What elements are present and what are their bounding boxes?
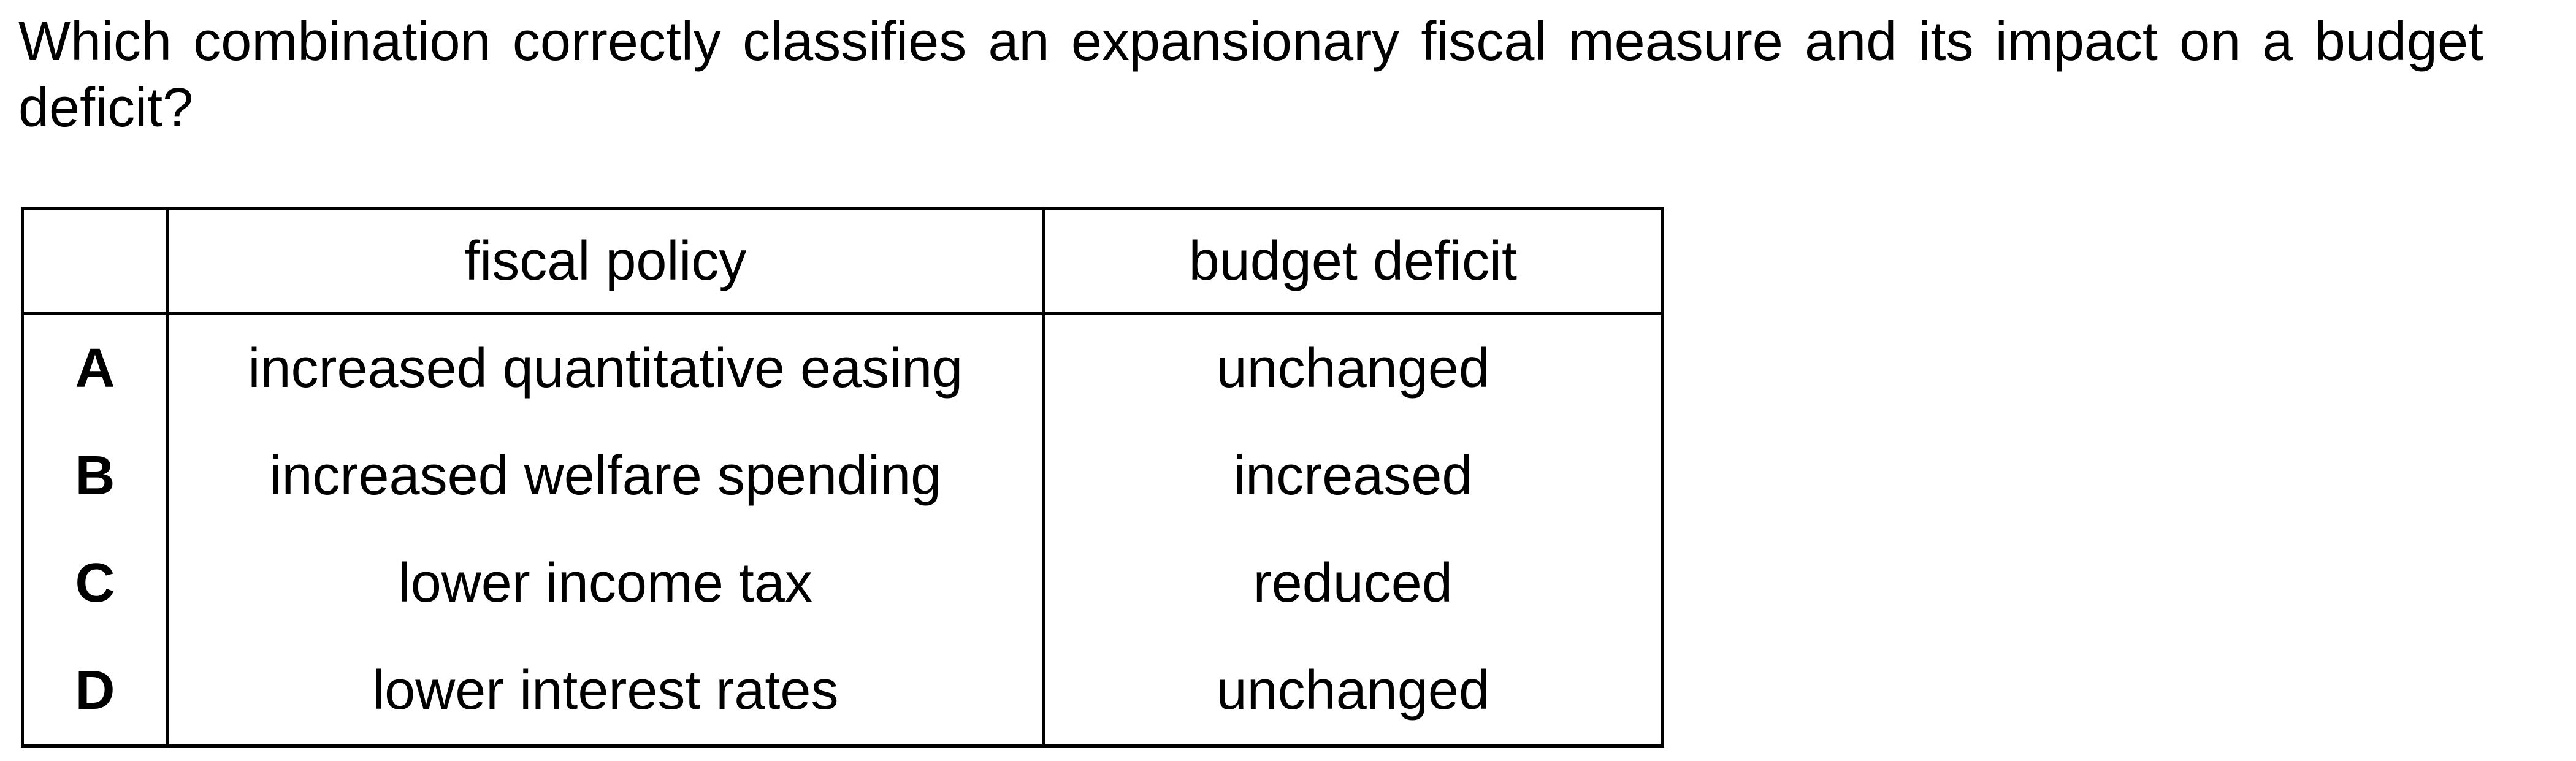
option-fiscal-policy: increased welfare spending [167,423,1045,530]
option-letter: B [20,423,170,530]
table-row: A increased quantitative easing unchange… [20,313,1665,423]
table-row: B increased welfare spending increased [20,423,1665,530]
header-fiscal-policy: fiscal policy [167,207,1045,315]
option-fiscal-policy: increased quantitative easing [167,313,1045,423]
option-budget-deficit: unchanged [1043,637,1665,748]
answer-options-table: fiscal policy budget deficit A increased… [20,207,1665,748]
option-letter: A [20,313,170,423]
table-header-row: fiscal policy budget deficit [20,207,1665,315]
table-row: C lower income tax reduced [20,530,1665,637]
option-letter: C [20,530,170,637]
header-budget-deficit: budget deficit [1043,207,1665,315]
option-budget-deficit: unchanged [1043,313,1665,423]
header-letter [20,207,170,315]
table-row: D lower interest rates unchanged [20,637,1665,748]
option-letter: D [20,637,170,748]
question-text: Which combination correctly classifies a… [18,11,2483,139]
option-fiscal-policy: lower interest rates [167,637,1045,748]
option-budget-deficit: increased [1043,423,1665,530]
option-budget-deficit: reduced [1043,530,1665,637]
option-fiscal-policy: lower income tax [167,530,1045,637]
